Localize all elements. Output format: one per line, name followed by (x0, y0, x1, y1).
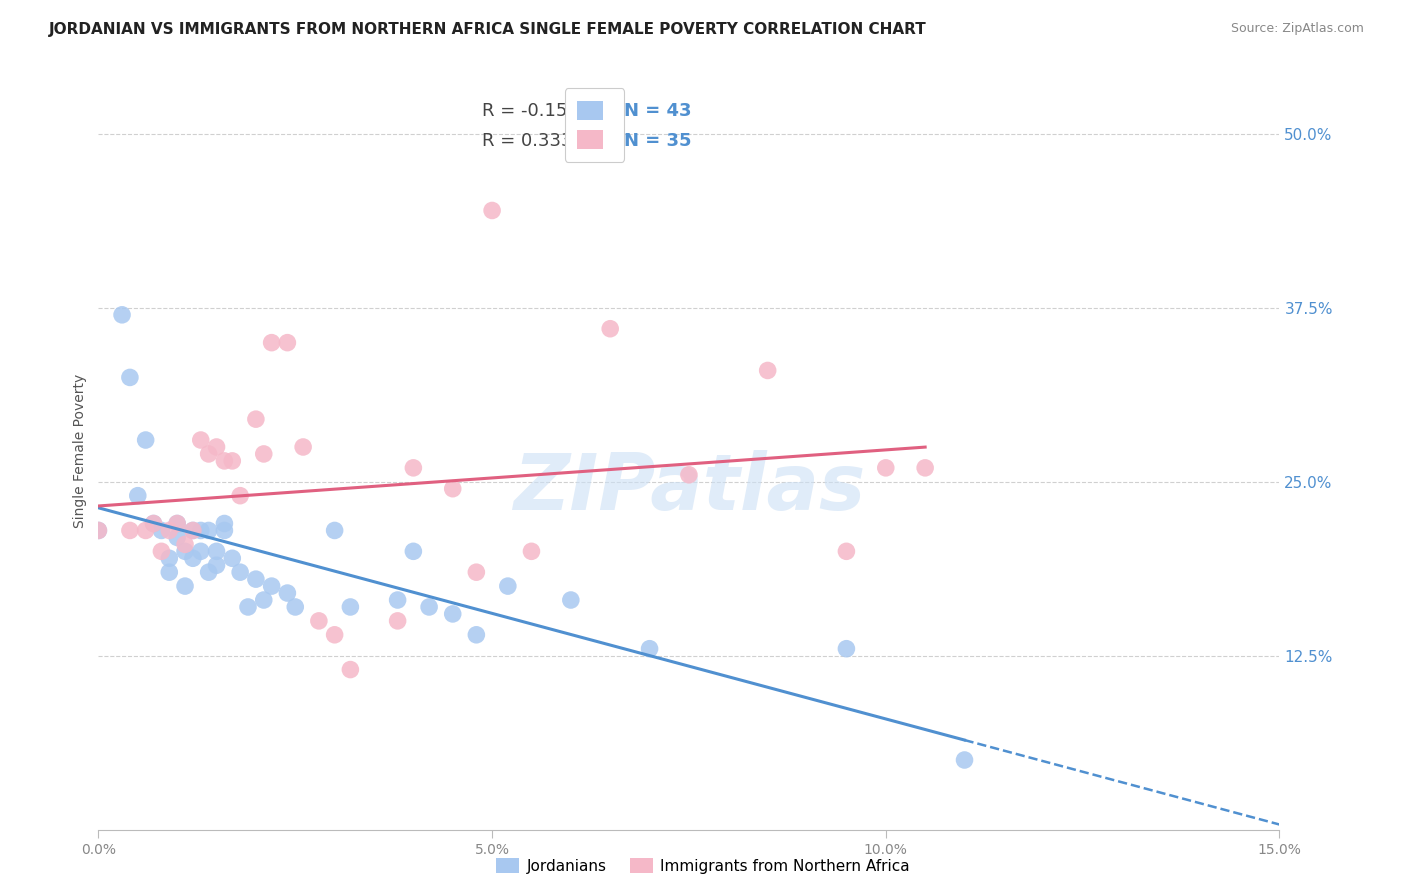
Point (127, 489, 149, 503)
Point (166, 516, 188, 531)
Point (87, 524, 110, 538)
Point (638, 641, 661, 656)
Point (142, 516, 165, 531)
Point (835, 641, 858, 656)
Text: JORDANIAN VS IMMIGRANTS FROM NORTHERN AFRICA SINGLE FEMALE POVERTY CORRELATION C: JORDANIAN VS IMMIGRANTS FROM NORTHERN AF… (49, 22, 927, 37)
Point (914, 460, 936, 475)
Point (197, 565, 219, 579)
Point (953, 753, 976, 767)
Point (481, 203, 503, 218)
Point (560, 593, 582, 607)
Point (174, 579, 197, 593)
Point (402, 544, 425, 558)
Point (221, 454, 243, 468)
Point (87, 524, 110, 538)
Point (441, 482, 464, 496)
Point (835, 544, 858, 558)
Point (190, 524, 212, 538)
Point (181, 524, 204, 538)
Y-axis label: Single Female Poverty: Single Female Poverty (73, 374, 87, 527)
Point (157, 565, 180, 579)
Point (465, 628, 488, 642)
Point (135, 433, 157, 447)
Point (496, 579, 519, 593)
Text: N = 35: N = 35 (624, 132, 692, 150)
Point (142, 516, 165, 531)
Point (339, 663, 361, 677)
Point (236, 599, 259, 614)
Point (323, 628, 346, 642)
Point (678, 467, 700, 482)
Point (181, 551, 204, 566)
Text: ZIPatlas: ZIPatlas (513, 450, 865, 526)
Point (214, 516, 236, 531)
Point (229, 489, 252, 503)
Legend: , : , (565, 88, 624, 162)
Point (339, 599, 361, 614)
Point (323, 524, 346, 538)
Point (157, 551, 180, 566)
Point (875, 460, 897, 475)
Point (756, 363, 779, 377)
Legend: Jordanians, Immigrants from Northern Africa: Jordanians, Immigrants from Northern Afr… (491, 852, 915, 880)
Point (402, 460, 425, 475)
Point (276, 586, 298, 600)
Point (197, 447, 219, 461)
Text: Source: ZipAtlas.com: Source: ZipAtlas.com (1230, 22, 1364, 36)
Point (599, 322, 621, 336)
Point (205, 558, 228, 573)
Point (135, 524, 157, 538)
Point (150, 544, 173, 558)
Point (214, 524, 236, 538)
Point (284, 599, 307, 614)
Point (174, 537, 197, 551)
Point (276, 335, 298, 350)
Point (197, 524, 219, 538)
Point (292, 440, 315, 454)
Point (418, 599, 440, 614)
Text: R = -0.151: R = -0.151 (482, 102, 579, 120)
Point (245, 572, 267, 586)
Point (157, 524, 180, 538)
Text: R = 0.333: R = 0.333 (482, 132, 572, 150)
Point (260, 335, 283, 350)
Point (174, 544, 197, 558)
Point (465, 565, 488, 579)
Point (118, 370, 141, 384)
Point (441, 607, 464, 621)
Point (260, 579, 283, 593)
Point (387, 614, 409, 628)
Point (214, 454, 236, 468)
Text: N = 43: N = 43 (624, 102, 692, 120)
Point (387, 593, 409, 607)
Point (118, 524, 141, 538)
Point (166, 516, 188, 531)
Point (520, 544, 543, 558)
Point (150, 524, 173, 538)
Point (205, 440, 228, 454)
Point (181, 524, 204, 538)
Point (253, 447, 276, 461)
Point (229, 565, 252, 579)
Point (166, 530, 188, 544)
Point (205, 544, 228, 558)
Point (190, 433, 212, 447)
Point (245, 412, 267, 426)
Point (308, 614, 330, 628)
Point (111, 308, 134, 322)
Point (253, 593, 276, 607)
Point (190, 544, 212, 558)
Point (221, 551, 243, 566)
